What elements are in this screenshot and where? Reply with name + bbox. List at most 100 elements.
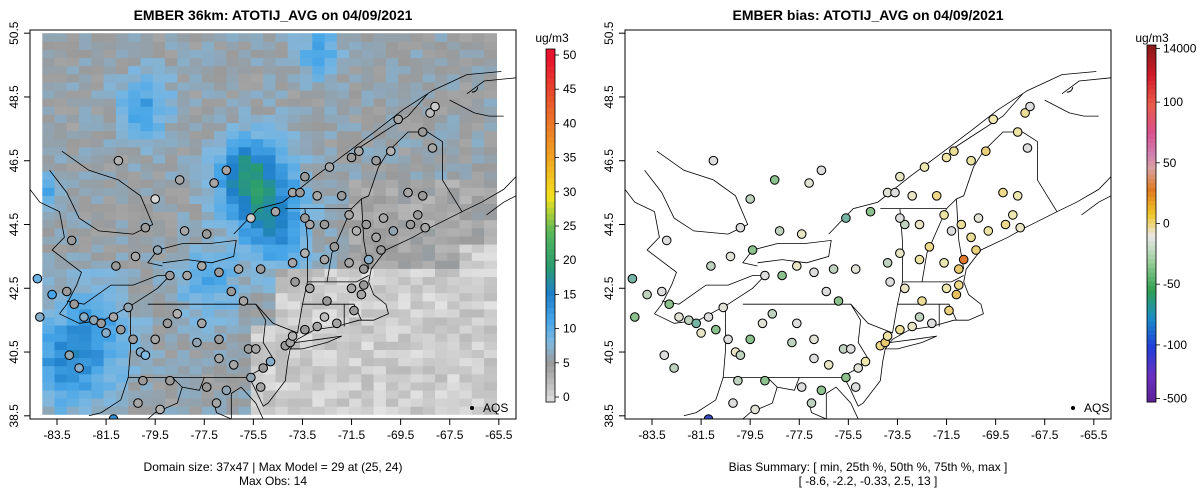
grid-cell <box>79 65 92 75</box>
bias-legend: AQS <box>1071 401 1109 415</box>
station-marker <box>251 344 261 354</box>
grid-cell <box>263 268 277 277</box>
grid-cell <box>214 33 227 42</box>
station-marker <box>300 248 310 258</box>
grid-cell <box>385 162 399 172</box>
grid-cell <box>484 252 497 261</box>
grid-cell <box>201 49 215 59</box>
grid-cell <box>324 73 338 83</box>
grid-cell <box>287 341 301 350</box>
grid-cell <box>42 171 56 180</box>
grid-cell <box>447 365 461 375</box>
grid-cell <box>373 130 387 140</box>
grid-cell <box>66 268 80 277</box>
colorbar-tick-label: 50 <box>563 48 577 62</box>
grid-cell <box>361 365 375 375</box>
grid-cell <box>165 49 178 59</box>
x-tick-label: -83.5 <box>43 428 71 442</box>
grid-cell <box>324 81 338 91</box>
grid-cell <box>435 373 448 383</box>
colorbar-segment <box>1147 134 1156 140</box>
grid-cell <box>214 49 227 59</box>
grid-cell <box>349 203 362 213</box>
grid-cell <box>410 162 424 172</box>
grid-cell <box>214 114 227 123</box>
grid-cell <box>336 49 350 59</box>
grid-cell <box>115 33 129 42</box>
grid-cell <box>140 33 154 42</box>
grid-cell <box>165 146 178 156</box>
grid-cell <box>140 81 154 91</box>
station-marker <box>66 235 77 246</box>
grid-cell <box>79 138 92 148</box>
grid-cell <box>189 154 203 164</box>
grid-cell <box>140 41 154 50</box>
colorbar-segment <box>546 66 555 74</box>
grid-cell <box>103 373 117 383</box>
grid-cell <box>373 227 387 237</box>
colorbar-segment <box>1147 393 1156 399</box>
grid-cell <box>471 33 485 42</box>
grid-cell <box>91 154 105 164</box>
grid-cell <box>275 203 289 213</box>
grid-cell <box>275 333 289 342</box>
y-tick-label: 40.5 <box>7 340 21 364</box>
grid-cell <box>226 300 240 310</box>
grid-cell <box>140 106 154 115</box>
y-tick-label: 38.5 <box>7 404 21 428</box>
station-marker <box>642 289 652 300</box>
boundary-line <box>742 239 832 267</box>
station-marker <box>214 353 224 364</box>
grid-cell <box>336 325 350 334</box>
grid-cell <box>115 244 129 253</box>
grid-cell <box>140 260 154 269</box>
grid-cell <box>115 357 129 367</box>
grid-cell <box>152 260 166 269</box>
grid-cell <box>300 300 313 310</box>
station-marker <box>946 226 957 236</box>
grid-cell <box>373 276 387 286</box>
grid-cell <box>42 341 56 350</box>
grid-cell <box>484 341 497 350</box>
colorbar-segment <box>1147 277 1156 283</box>
station-marker <box>233 264 244 274</box>
grid-cell <box>422 316 436 326</box>
grid-cell <box>54 179 68 188</box>
grid-cell <box>435 203 448 213</box>
grid-cell <box>312 106 326 115</box>
station-marker <box>806 398 817 408</box>
grid-cell <box>361 41 375 50</box>
grid-cell <box>361 106 375 115</box>
grid-cell <box>484 268 497 277</box>
grid-cell <box>263 284 277 294</box>
grid-cell <box>361 300 375 310</box>
grid-cell <box>471 333 485 342</box>
grid-cell <box>42 187 56 196</box>
grid-cell <box>91 98 105 107</box>
grid-cell <box>435 349 448 359</box>
grid-cell <box>42 162 56 172</box>
grid-cell <box>422 260 436 269</box>
grid-cell <box>385 122 399 132</box>
grid-cell <box>165 284 178 294</box>
grid-cell <box>250 244 264 253</box>
grid-cell <box>214 122 227 132</box>
station-marker <box>956 219 967 230</box>
grid-cell <box>398 341 412 350</box>
grid-cell <box>275 316 289 326</box>
grid-cell <box>349 106 362 115</box>
grid-cell <box>140 130 154 140</box>
colorbar-segment <box>546 60 555 68</box>
grid-cell <box>410 244 424 253</box>
grid-cell <box>435 365 448 375</box>
grid-cell <box>54 187 68 196</box>
grid-cell <box>324 381 338 391</box>
grid-cell <box>471 316 485 326</box>
station-marker <box>346 152 357 163</box>
grid-cell <box>140 300 154 310</box>
grid-cell <box>459 219 473 229</box>
colorbar-segment <box>546 325 555 332</box>
grid-cell <box>165 333 178 342</box>
grid-cell <box>300 122 313 132</box>
colorbar-segment <box>1147 303 1156 309</box>
